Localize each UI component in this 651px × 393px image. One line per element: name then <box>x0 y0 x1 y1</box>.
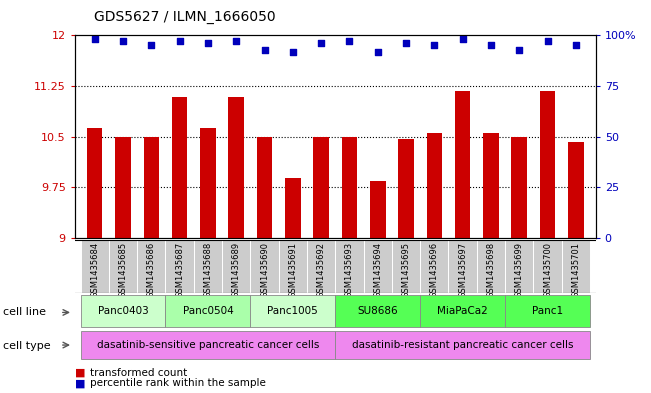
Text: cell type: cell type <box>3 341 51 351</box>
Point <box>202 40 213 47</box>
Text: transformed count: transformed count <box>90 368 187 378</box>
Bar <box>251 296 335 327</box>
Text: GSM1435700: GSM1435700 <box>543 242 552 298</box>
Text: cell line: cell line <box>3 307 46 318</box>
Point <box>259 46 270 53</box>
Point <box>89 36 100 42</box>
Bar <box>279 240 307 293</box>
Point <box>542 38 553 44</box>
Bar <box>363 240 392 293</box>
Bar <box>229 97 244 238</box>
Bar <box>165 240 194 293</box>
Text: SU8686: SU8686 <box>357 307 398 316</box>
Bar <box>172 97 187 238</box>
Point <box>231 38 242 44</box>
Bar <box>165 296 251 327</box>
Text: percentile rank within the sample: percentile rank within the sample <box>90 378 266 388</box>
Text: Panc0403: Panc0403 <box>98 307 148 316</box>
Text: GSM1435688: GSM1435688 <box>203 242 212 298</box>
Text: dasatinib-resistant pancreatic cancer cells: dasatinib-resistant pancreatic cancer ce… <box>352 340 574 350</box>
Text: GSM1435687: GSM1435687 <box>175 242 184 298</box>
Text: ■: ■ <box>75 368 85 378</box>
Bar <box>455 91 471 238</box>
Bar <box>370 181 385 238</box>
Bar <box>562 240 590 293</box>
Text: GSM1435699: GSM1435699 <box>515 242 524 298</box>
Text: GSM1435701: GSM1435701 <box>572 242 580 298</box>
Text: GDS5627 / ILMN_1666050: GDS5627 / ILMN_1666050 <box>94 10 276 24</box>
Text: GSM1435692: GSM1435692 <box>316 242 326 298</box>
Bar <box>426 133 442 238</box>
Point <box>372 48 383 55</box>
Bar <box>143 136 159 238</box>
Bar <box>115 136 131 238</box>
Bar <box>81 240 109 293</box>
Text: Panc1: Panc1 <box>532 307 563 316</box>
Text: GSM1435697: GSM1435697 <box>458 242 467 298</box>
Bar <box>398 139 414 238</box>
Bar <box>505 296 590 327</box>
Point <box>316 40 326 47</box>
Bar <box>222 240 251 293</box>
Bar <box>256 136 272 238</box>
Bar <box>533 240 562 293</box>
Point <box>429 42 439 49</box>
Text: Panc1005: Panc1005 <box>268 307 318 316</box>
Point <box>571 42 581 49</box>
Bar <box>512 136 527 238</box>
Bar <box>568 142 584 238</box>
Text: GSM1435696: GSM1435696 <box>430 242 439 298</box>
Bar <box>313 136 329 238</box>
Bar <box>87 129 102 238</box>
Bar <box>477 240 505 293</box>
Bar <box>392 240 420 293</box>
Text: dasatinib-sensitive pancreatic cancer cells: dasatinib-sensitive pancreatic cancer ce… <box>97 340 319 350</box>
Bar <box>483 133 499 238</box>
Text: MiaPaCa2: MiaPaCa2 <box>437 307 488 316</box>
Point <box>118 38 128 44</box>
Bar <box>335 296 420 327</box>
Bar <box>285 178 301 238</box>
Point <box>486 42 496 49</box>
Bar <box>307 240 335 293</box>
Text: GSM1435695: GSM1435695 <box>402 242 411 298</box>
Bar <box>81 331 335 359</box>
Bar <box>420 240 449 293</box>
Text: GSM1435698: GSM1435698 <box>486 242 495 298</box>
Bar <box>335 331 590 359</box>
Bar <box>342 136 357 238</box>
Point <box>174 38 185 44</box>
Text: GSM1435690: GSM1435690 <box>260 242 269 298</box>
Point <box>288 48 298 55</box>
Bar <box>505 240 533 293</box>
Bar <box>137 240 165 293</box>
Bar <box>420 296 505 327</box>
Text: Panc0504: Panc0504 <box>182 307 233 316</box>
Bar <box>109 240 137 293</box>
Bar <box>194 240 222 293</box>
Text: GSM1435689: GSM1435689 <box>232 242 241 298</box>
Text: GSM1435686: GSM1435686 <box>146 242 156 298</box>
Bar <box>449 240 477 293</box>
Point <box>458 36 468 42</box>
Text: ■: ■ <box>75 378 85 388</box>
Text: GSM1435694: GSM1435694 <box>373 242 382 298</box>
Bar <box>335 240 363 293</box>
Bar <box>81 296 165 327</box>
Text: GSM1435693: GSM1435693 <box>345 242 354 298</box>
Text: GSM1435684: GSM1435684 <box>90 242 99 298</box>
Text: GSM1435685: GSM1435685 <box>118 242 128 298</box>
Point <box>344 38 355 44</box>
Bar <box>251 240 279 293</box>
Bar <box>540 91 555 238</box>
Point <box>514 46 525 53</box>
Bar <box>200 129 215 238</box>
Point <box>401 40 411 47</box>
Text: GSM1435691: GSM1435691 <box>288 242 298 298</box>
Point <box>146 42 156 49</box>
